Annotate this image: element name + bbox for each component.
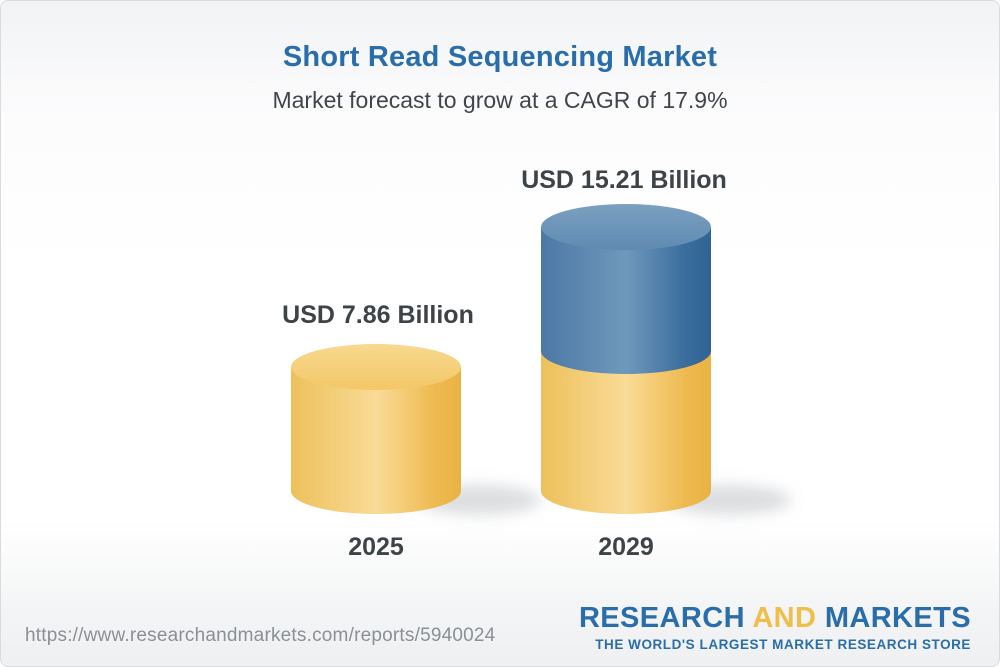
brand-logo: RESEARCH AND MARKETS THE WORLD'S LARGEST… bbox=[579, 604, 971, 653]
bar-2025-body bbox=[291, 367, 461, 514]
value-label-2029: USD 15.21 Billion bbox=[521, 166, 727, 194]
value-label-2025: USD 7.86 Billion bbox=[282, 301, 474, 329]
bar-2029-top bbox=[541, 204, 711, 250]
chart-subtitle: Market forecast to grow at a CAGR of 17.… bbox=[272, 87, 728, 113]
category-label-2029: 2029 bbox=[598, 533, 654, 561]
chart-title: Short Read Sequencing Market bbox=[282, 41, 718, 73]
logo-markets: MARKETS bbox=[824, 602, 971, 634]
logo-and: AND bbox=[752, 602, 817, 634]
logo-research: RESEARCH bbox=[578, 602, 745, 634]
bar-2029-base-segment bbox=[541, 351, 711, 514]
bar-2029-growth-segment bbox=[541, 227, 711, 374]
category-label-2025: 2025 bbox=[348, 533, 404, 561]
brand-logo-wordmark: RESEARCH AND MARKETS bbox=[579, 604, 971, 633]
report-url: https://www.researchandmarkets.com/repor… bbox=[25, 625, 496, 646]
bar-2025-top bbox=[291, 344, 461, 390]
bar-2029-cylinder bbox=[541, 204, 711, 514]
bar-2025-cylinder bbox=[291, 344, 461, 514]
logo-tagline: THE WORLD'S LARGEST MARKET RESEARCH STOR… bbox=[595, 637, 971, 652]
